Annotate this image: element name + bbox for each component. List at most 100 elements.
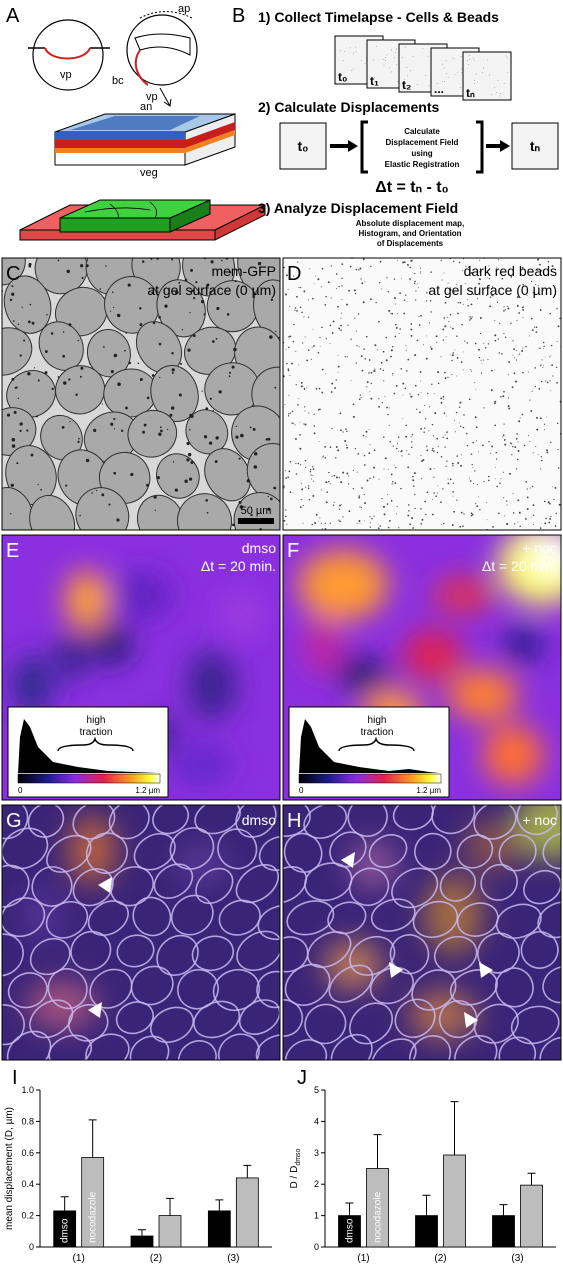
speck (152, 374, 155, 377)
speck (232, 366, 235, 369)
bead (540, 364, 542, 366)
bead (298, 398, 299, 399)
bead (470, 369, 471, 370)
bead (374, 449, 376, 451)
speck (229, 372, 231, 374)
bead (301, 499, 302, 500)
bead (442, 280, 443, 281)
bead (397, 260, 398, 261)
bead (386, 277, 387, 278)
bead (437, 452, 438, 453)
bead (511, 443, 512, 444)
bead (411, 441, 412, 442)
bead (414, 494, 415, 495)
bead (558, 467, 559, 468)
bead (289, 471, 291, 473)
bead (428, 85, 429, 86)
bead (460, 402, 462, 404)
bead (517, 459, 518, 460)
speck (173, 461, 174, 462)
bead (516, 433, 518, 435)
bead (328, 481, 330, 483)
bead (340, 325, 342, 327)
label: t₁ (370, 74, 379, 88)
bead (420, 273, 421, 274)
bar (521, 1185, 543, 1247)
bead (532, 329, 534, 331)
bead (426, 491, 428, 493)
bead (425, 514, 426, 515)
bead (529, 336, 530, 337)
bead (335, 457, 336, 458)
label: veg (140, 167, 158, 179)
bead (295, 351, 296, 352)
bead (407, 264, 409, 266)
label: + noc (522, 540, 557, 556)
speck (121, 430, 123, 432)
bead (368, 452, 370, 454)
bead (474, 470, 475, 471)
bead (432, 514, 434, 516)
bead (557, 341, 558, 342)
bead (381, 289, 382, 290)
bead (396, 513, 397, 514)
bead (454, 349, 455, 350)
bead (401, 278, 402, 279)
speck (189, 429, 191, 431)
bead (494, 320, 495, 321)
bead (496, 486, 498, 488)
bead (399, 292, 401, 294)
bead (336, 288, 337, 289)
bead (295, 307, 296, 308)
bead (544, 429, 545, 430)
bead (533, 452, 534, 453)
bead (457, 72, 458, 73)
speck (186, 458, 189, 461)
speck (153, 322, 155, 324)
speck (63, 381, 67, 385)
bead (546, 449, 548, 451)
bead (420, 508, 422, 510)
bead (463, 513, 464, 514)
bead (394, 57, 395, 58)
bead (409, 267, 411, 269)
bead (443, 523, 444, 524)
bead (415, 299, 416, 300)
error-bar (89, 1120, 97, 1158)
label: of Displacements (377, 239, 444, 248)
bead (528, 372, 529, 373)
axis-label: mean displacement (D, µm) (4, 1107, 15, 1230)
bead (394, 336, 396, 338)
speck (142, 431, 145, 434)
bead (300, 506, 302, 508)
bead (453, 483, 454, 484)
bead (396, 327, 398, 329)
bead (540, 527, 542, 529)
speck (125, 407, 128, 410)
bar (493, 1216, 515, 1247)
bead (441, 356, 442, 357)
bead (448, 482, 450, 484)
speck (51, 332, 54, 335)
bead (314, 522, 316, 524)
bead (365, 436, 366, 437)
bead (461, 324, 463, 326)
bead (474, 382, 475, 383)
label: Δt = 20 min. (482, 558, 557, 574)
bead (414, 283, 415, 284)
label: dark red beads (464, 263, 557, 279)
bead (410, 323, 412, 325)
bead (516, 468, 517, 469)
label: (3) (227, 1253, 239, 1264)
speck (69, 323, 72, 326)
bead (482, 72, 483, 73)
bead (333, 320, 335, 322)
bead (438, 446, 439, 447)
bead (321, 286, 322, 287)
bead (404, 261, 406, 263)
bead (351, 380, 352, 381)
bead (500, 96, 501, 97)
bead (305, 460, 306, 461)
bead (359, 506, 360, 507)
bead (460, 426, 461, 427)
